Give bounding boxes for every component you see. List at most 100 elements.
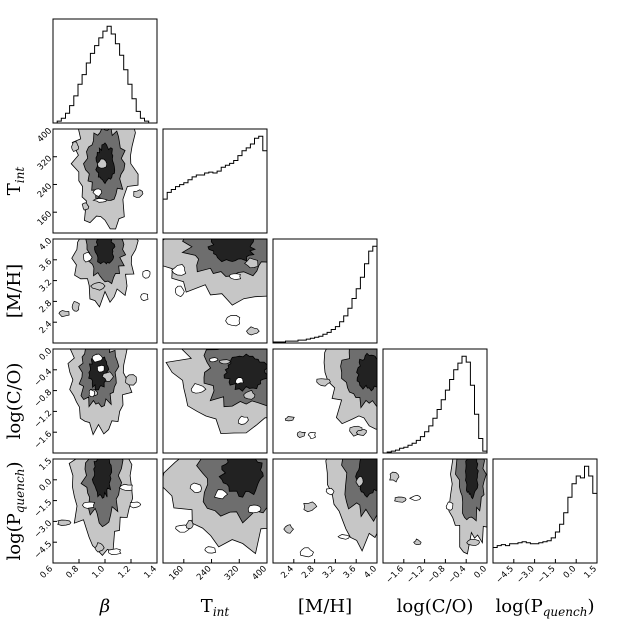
contour-island [307, 431, 316, 439]
x-tick-label-mh: 2.4 [279, 564, 296, 581]
contour-island [214, 489, 229, 500]
y-tick-label-mh: 4.0 [38, 236, 55, 253]
contour-island [92, 188, 103, 197]
hist-frame [162, 128, 268, 234]
hist-frame [382, 348, 488, 454]
y-tick-label-co: 0.0 [38, 346, 55, 363]
hist-panel-beta [52, 18, 158, 124]
contour-island [185, 519, 194, 529]
sigma1-region [356, 352, 377, 392]
y-tick-label-co: −1.2 [33, 409, 55, 431]
contour-island [337, 534, 350, 540]
contour-island [445, 501, 454, 511]
sigma1-region [207, 239, 256, 263]
contour-island [90, 282, 106, 291]
contour-island [209, 357, 219, 363]
panel-frame [162, 458, 268, 564]
contour-island [88, 388, 95, 398]
x-tick-label-co: −0.8 [426, 564, 448, 586]
contour-island [190, 383, 207, 394]
x-tick-label-mh: 2.8 [300, 564, 317, 581]
contour-island [71, 141, 79, 152]
x-tick-label-beta: 1.2 [116, 564, 133, 581]
contour-island [325, 487, 335, 496]
contour-island [189, 482, 202, 493]
x-tick-label-beta: 0.6 [38, 564, 55, 581]
y-tick-label-co: −0.8 [33, 388, 55, 410]
contour-island [171, 264, 187, 276]
x-tick-label-pq: −1.5 [536, 564, 558, 586]
x-tick-label-tint: 160 [167, 564, 186, 583]
contour-island [58, 310, 70, 318]
contour-island [81, 202, 90, 211]
contour-island [142, 270, 151, 279]
contour-island [284, 416, 295, 422]
contour-island [296, 431, 306, 438]
contour-panel-tint_vs_beta [52, 128, 158, 234]
contour-island [91, 353, 104, 363]
contour-island [355, 475, 364, 488]
contour-island [83, 251, 93, 263]
x-axis-label-mh: [M/H] [298, 596, 352, 617]
x-tick-label-co: 0.0 [472, 564, 489, 581]
x-tick-label-pq: 1.5 [582, 564, 599, 581]
contour-island [316, 378, 331, 387]
contour-island [389, 471, 400, 483]
panel-frame [162, 238, 268, 344]
sigma1-region [355, 459, 377, 498]
contour-island [225, 314, 241, 327]
y-tick-label-mh: 2.4 [38, 319, 55, 336]
panel-frame [382, 458, 488, 564]
contour-island [413, 538, 422, 546]
y-tick-label-co: −1.6 [33, 429, 55, 451]
y-tick-label-mh: 3.2 [38, 278, 55, 295]
panel-frame [52, 128, 158, 234]
hist-steps-mh [272, 245, 378, 343]
contour-island [303, 501, 318, 513]
contour-island [355, 428, 367, 436]
x-axis-label-beta: β [99, 596, 110, 617]
contour-island [133, 189, 144, 198]
panel-frame [272, 458, 378, 564]
contour-island [466, 538, 480, 547]
x-axis-label-co: log(C/O) [397, 596, 474, 617]
x-tick-label-mh: 4.0 [362, 564, 379, 581]
contour-island [129, 501, 142, 509]
contour-island [283, 524, 294, 534]
y-tick-label-pq: −4.5 [33, 539, 55, 561]
hist-steps-beta [53, 25, 157, 124]
hist-steps-pq [492, 465, 598, 563]
contour-panel-mh_vs_tint [162, 238, 268, 344]
contour-panel-pq_vs_beta [52, 458, 158, 564]
y-tick-label-pq: −3.0 [33, 519, 55, 541]
contour-island [218, 359, 231, 365]
contour-island [125, 374, 137, 386]
x-tick-label-pq: −3.0 [515, 564, 537, 586]
contour-island [228, 273, 242, 280]
contour-island [243, 389, 256, 400]
contour-island [299, 547, 314, 558]
x-tick-label-co: −0.4 [447, 564, 469, 586]
y-tick-label-pq: 0.0 [38, 477, 55, 494]
contour-island [394, 496, 407, 503]
x-axis-label-tint: Tint [201, 596, 230, 619]
contour-island [108, 548, 122, 555]
y-tick-label-tint: 400 [36, 126, 55, 145]
y-axis-label-mh: [M/H] [4, 264, 25, 318]
contour-island [57, 519, 72, 526]
contour-panel-co_vs_beta [52, 348, 158, 454]
contour-island [244, 257, 259, 269]
panel-frame [52, 348, 158, 454]
hist-panel-mh [272, 238, 378, 344]
x-tick-label-tint: 400 [251, 564, 270, 583]
contour-island [96, 364, 105, 373]
y-axis-label-tint: Tint [4, 167, 27, 196]
hist-panel-tint [162, 128, 268, 234]
y-tick-label-pq: −1.5 [33, 498, 55, 520]
contour-panel-co_vs_mh [272, 348, 378, 454]
x-tick-label-tint: 320 [223, 564, 242, 583]
contour-panel-pq_vs_co [382, 458, 488, 564]
sigma1-region [465, 459, 479, 500]
x-tick-label-beta: 1.4 [142, 564, 159, 581]
